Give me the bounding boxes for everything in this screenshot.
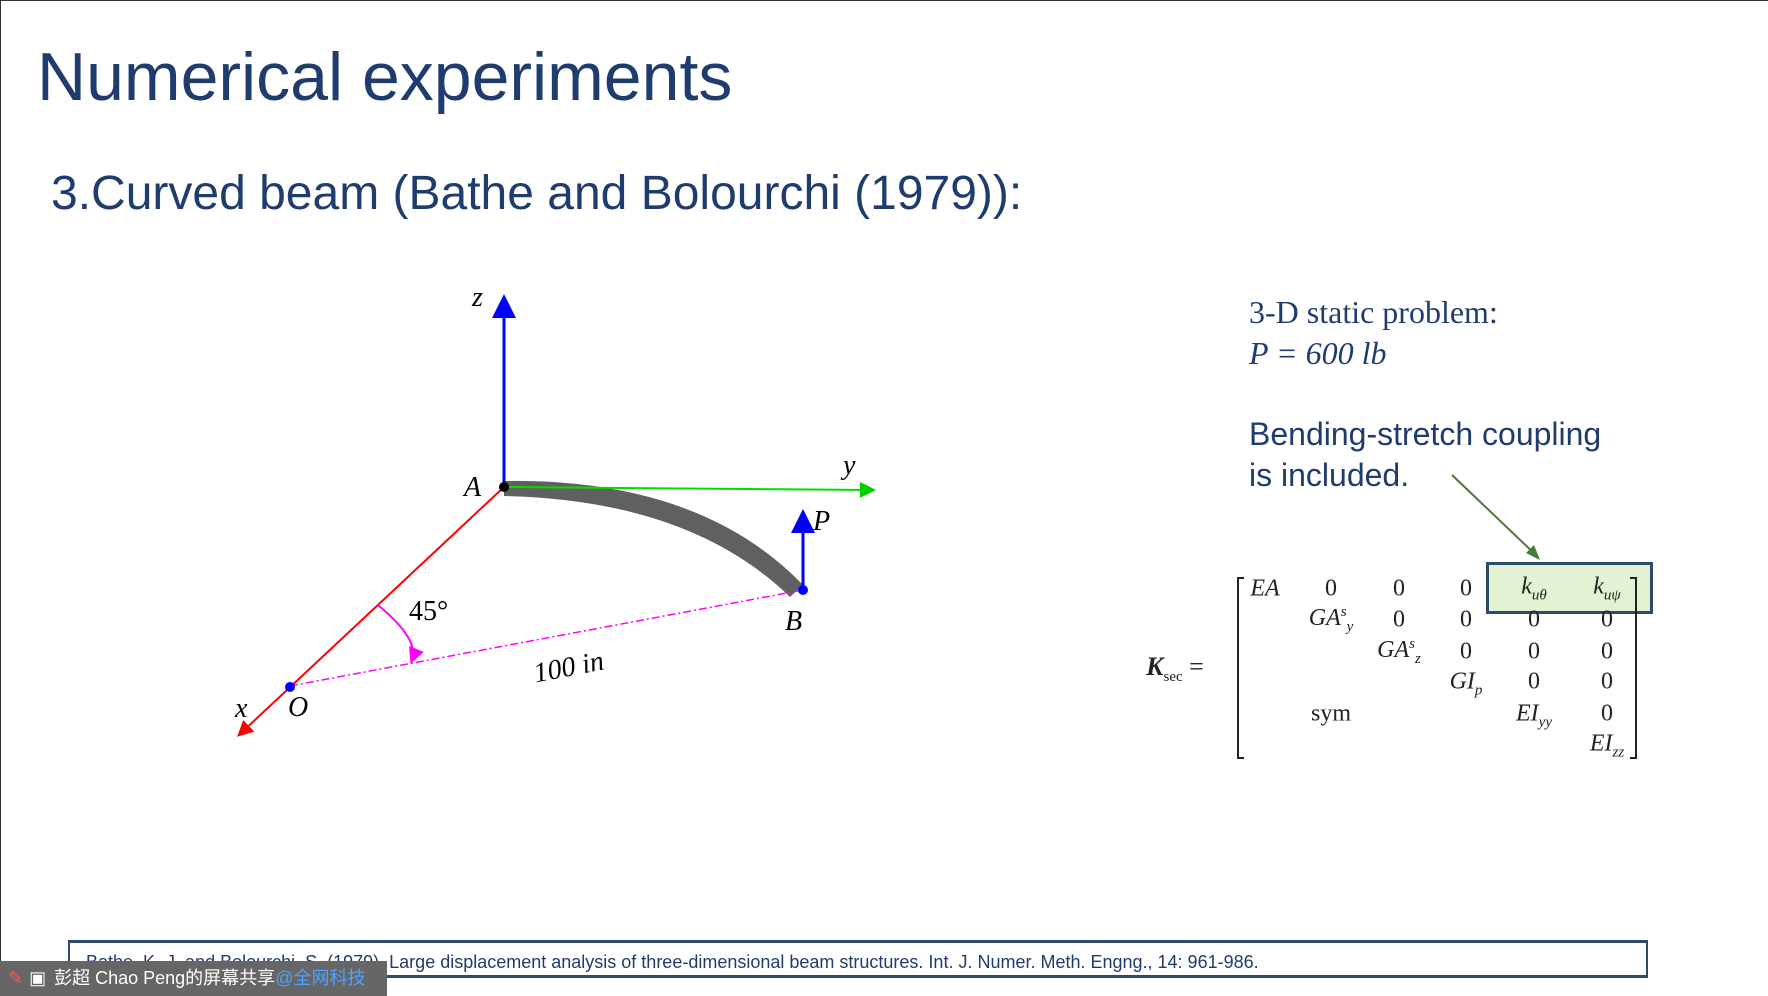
mic-muted-icon[interactable]: ✎ [8,968,24,988]
point-b [798,585,808,595]
problem-load: P = 600 lb [1249,335,1387,371]
curved-beam-diagram: z y x A B O P 45° 100 in [234,282,876,737]
coupling-line-2: is included. [1249,457,1410,493]
point-a [499,482,509,492]
x-axis [237,486,505,737]
angle-arc [377,604,424,664]
matrix-brackets [1237,577,1637,759]
coupling-highlight-box [1486,562,1653,614]
screen-share-icon: ▣ [29,968,47,988]
y-axis [503,481,876,498]
label-length: 100 in [531,645,606,689]
label-angle: 45° [409,596,448,627]
problem-statement: 3-D static problem: P = 600 lb [1249,292,1498,374]
point-o [285,682,295,692]
share-bar-text: 彭超 Chao Peng的屏幕共享 [54,968,276,988]
coupling-line-1: Bending-stretch coupling [1249,416,1602,452]
share-bar-highlight: @全网科技 [275,968,366,988]
matrix-lhs: Ksec = [1146,651,1204,686]
label-x: x [234,693,248,724]
pointer-arrow-icon [1451,474,1540,560]
problem-line-1: 3-D static problem: [1249,294,1498,330]
label-a: A [462,472,482,503]
coupling-note: Bending-stretch coupling is included. [1249,414,1601,496]
slide-subtitle: 3.Curved beam (Bathe and Bolourchi (1979… [51,167,1023,220]
label-b: B [785,606,802,637]
label-z: z [471,282,483,313]
label-y: y [840,450,856,481]
label-o: O [288,692,308,723]
dashed-line [289,589,804,687]
label-p: P [812,506,830,537]
slide-title: Numerical experiments [37,39,733,115]
screen-share-bar[interactable]: ✎ ▣ 彭超 Chao Peng的屏幕共享@全网科技 [0,961,387,996]
beam [504,480,803,597]
